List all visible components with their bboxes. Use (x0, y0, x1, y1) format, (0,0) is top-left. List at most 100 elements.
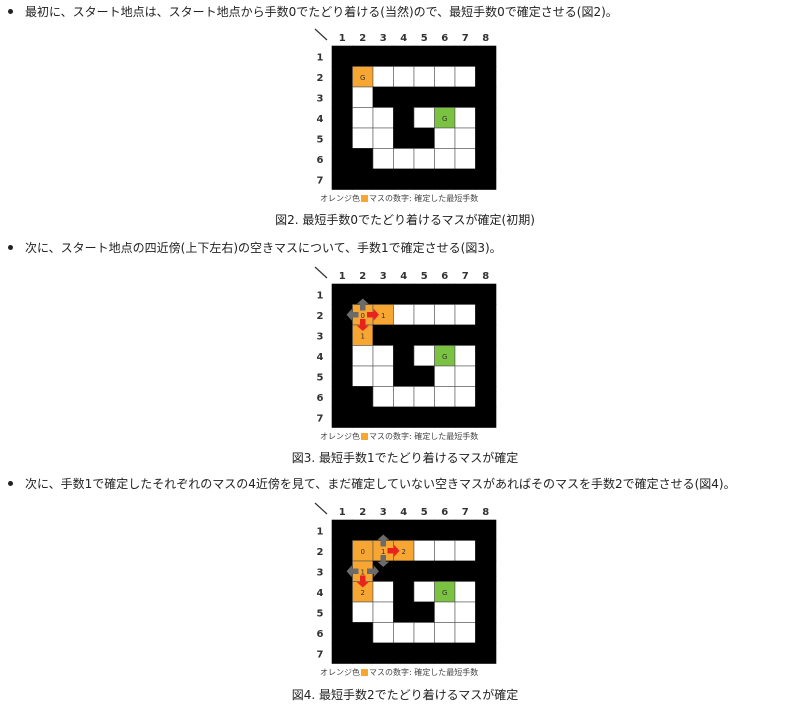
col-label: 5 (421, 33, 428, 44)
wall-cell (331, 127, 353, 149)
wall-cell (454, 324, 476, 346)
grey-arrow (377, 534, 390, 547)
wall-cell (331, 540, 353, 562)
cell-label: 1 (361, 332, 365, 340)
empty-cell (454, 540, 476, 562)
wall-cell (331, 386, 353, 408)
empty-cell (372, 107, 394, 129)
wall-cell (475, 304, 497, 326)
red-arrow (356, 319, 369, 331)
empty-cell (352, 345, 374, 367)
empty-cell (454, 66, 476, 88)
wall-cell (393, 560, 415, 582)
grey-arrow (367, 565, 379, 578)
legend-suffix: マスの数字: 確定した最短手数 (369, 668, 479, 677)
empty-cell (372, 386, 394, 408)
wall-cell (352, 148, 374, 170)
empty-cell (454, 601, 476, 623)
wall-cell (331, 345, 353, 367)
wall-cell (372, 168, 394, 190)
row-label: 5 (317, 134, 324, 145)
wall-cell (393, 601, 415, 623)
wall-cell (434, 45, 456, 67)
wall-cell (393, 519, 415, 541)
wall-cell (475, 148, 497, 170)
wall-cell (331, 601, 353, 623)
corner-slash (314, 266, 328, 279)
bullet-item-1: 最初に、スタート地点は、スタート地点から手数0でたどり着ける(当然)ので、最短手… (8, 4, 618, 20)
row-label: 4 (317, 352, 324, 363)
wall-cell (475, 642, 497, 664)
red-arrow (356, 575, 369, 588)
wall-cell (352, 642, 374, 664)
wall-cell (434, 406, 456, 428)
wall-cell (393, 365, 415, 387)
orange-swatch (361, 195, 368, 202)
wall-cell (475, 45, 497, 67)
wall-cell (454, 642, 476, 664)
bullet-text: 次に、手数1で確定したそれぞれのマスの4近傍を見て、まだ確定していない空きマスが… (25, 477, 736, 491)
wall-cell (352, 45, 374, 67)
wall-cell (352, 168, 374, 190)
cell-label: 2 (361, 589, 365, 597)
wall-cell (393, 283, 415, 305)
wall-cell (331, 66, 353, 88)
orange-swatch (361, 433, 368, 440)
row-label: 5 (317, 372, 324, 383)
wall-cell (331, 168, 353, 190)
empty-cell (454, 148, 476, 170)
wall-cell (475, 365, 497, 387)
empty-cell (454, 622, 476, 644)
col-label: 3 (380, 33, 387, 44)
grey-arrow (346, 308, 359, 321)
row-label: 5 (317, 608, 324, 619)
row-label: 7 (317, 175, 324, 186)
wall-cell (434, 519, 456, 541)
empty-cell (434, 386, 456, 408)
legend-suffix: マスの数字: 確定した最短手数 (369, 432, 479, 441)
wall-cell (413, 365, 435, 387)
grey-arrow (356, 298, 369, 311)
figure-2: 1 2 3 4 5 6 7 8 1 2 3 4 5 6 7 G G オレンジ色 マスの数字: 確定した最短手数 (310, 26, 500, 206)
wall-cell (454, 283, 476, 305)
wall-cell (331, 148, 353, 170)
wall-cell (475, 560, 497, 582)
figure-3: 1 2 3 4 5 6 7 8 1 2 3 4 5 6 7 0 1 1 G オレンジ色 マスの数字: 確定した最短手数 (310, 264, 500, 444)
cell-label: 2 (402, 548, 406, 556)
col-label: 2 (359, 33, 366, 44)
col-label: 5 (421, 271, 428, 282)
row-label: 7 (317, 413, 324, 424)
col-label: 7 (462, 271, 469, 282)
figure-4-caption: 図4. 最短手数2でたどり着けるマスが確定 (291, 688, 519, 702)
wall-cell (413, 642, 435, 664)
empty-cell (454, 127, 476, 149)
empty-cell (372, 601, 394, 623)
wall-cell (475, 519, 497, 541)
col-label: 1 (339, 507, 346, 518)
cell-label: 0 (361, 548, 365, 556)
empty-cell (352, 107, 374, 129)
wall-cell (352, 406, 374, 428)
wall-cell (434, 560, 456, 582)
empty-cell (352, 127, 374, 149)
row-label: 3 (317, 567, 324, 578)
wall-cell (475, 581, 497, 603)
row-label: 3 (317, 93, 324, 104)
cell-label: G (442, 115, 447, 123)
bullet-dot (8, 9, 13, 14)
empty-cell (393, 148, 415, 170)
wall-cell (475, 601, 497, 623)
wall-cell (413, 601, 435, 623)
col-label: 7 (462, 507, 469, 518)
wall-cell (393, 127, 415, 149)
wall-cell (434, 642, 456, 664)
wall-cell (475, 386, 497, 408)
wall-cell (393, 642, 415, 664)
wall-cell (454, 86, 476, 108)
col-label: 8 (482, 271, 489, 282)
col-label: 4 (400, 33, 407, 44)
wall-cell (372, 86, 394, 108)
col-label: 4 (400, 271, 407, 282)
row-label: 7 (317, 649, 324, 660)
wall-cell (475, 168, 497, 190)
